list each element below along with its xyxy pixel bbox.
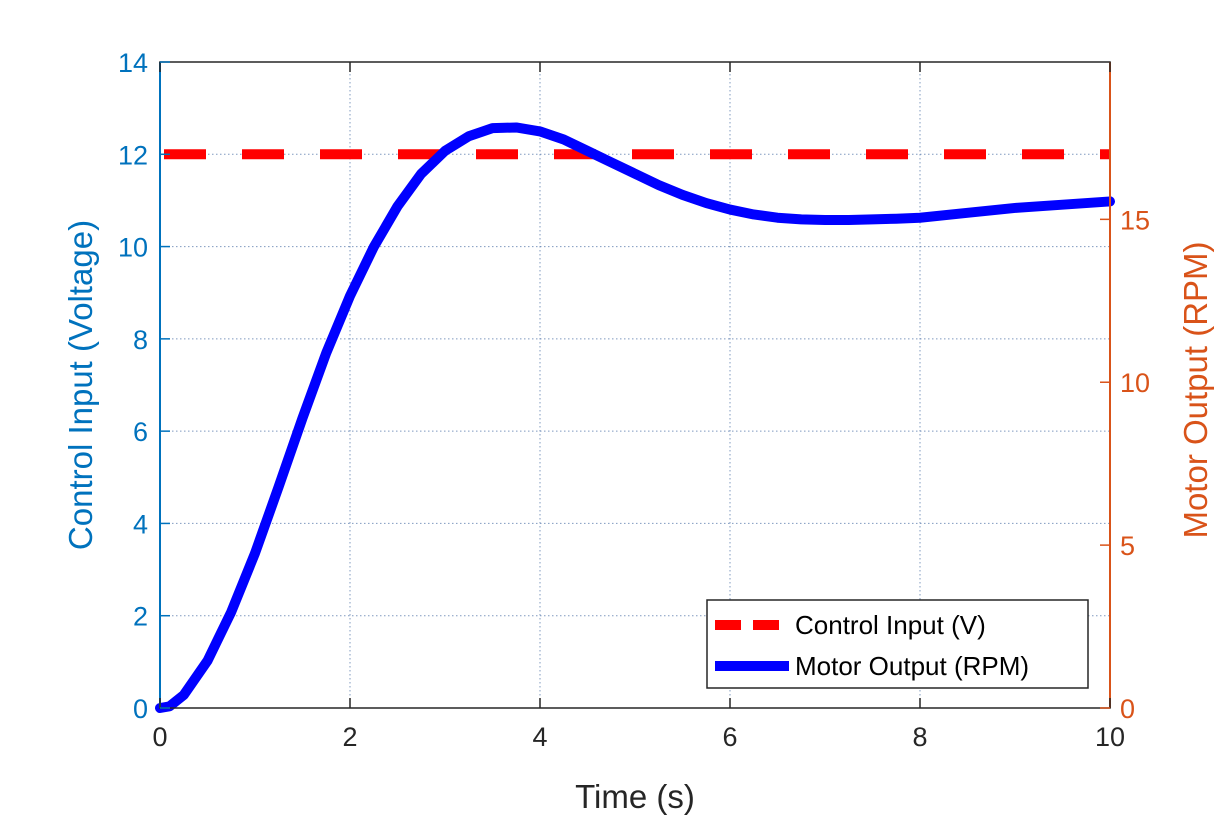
x-axis-title: Time (s) <box>575 778 695 815</box>
left-y-tick-label: 8 <box>133 325 148 355</box>
x-tick-label: 10 <box>1095 722 1125 752</box>
right-y-tick-label: 5 <box>1120 531 1135 561</box>
legend: Control Input (V) Motor Output (RPM) <box>706 599 1089 689</box>
legend-box <box>706 599 1089 689</box>
motor-output-line <box>155 122 1115 713</box>
series-layer <box>155 122 1115 713</box>
left-y-axis-ticks: 0 2 4 6 8 10 12 14 <box>118 48 170 724</box>
left-y-tick-label: 12 <box>118 140 148 170</box>
x-tick-label: 0 <box>152 722 167 752</box>
right-y-axis-ticks: 0 5 10 15 <box>1100 205 1150 724</box>
left-y-tick-label: 14 <box>118 48 148 78</box>
left-y-tick-label: 4 <box>133 509 148 539</box>
left-y-axis-title: Control Input (Voltage) <box>62 220 99 550</box>
left-y-tick-label: 0 <box>133 694 148 724</box>
left-y-tick-label: 2 <box>133 602 148 632</box>
left-y-tick-label: 10 <box>118 233 148 263</box>
x-tick-label: 8 <box>912 722 927 752</box>
x-tick-label: 6 <box>722 722 737 752</box>
right-y-tick-label: 10 <box>1120 368 1150 398</box>
right-y-tick-label: 15 <box>1120 205 1150 235</box>
x-tick-label: 2 <box>342 722 357 752</box>
x-axis-ticks: 0 2 4 6 8 10 <box>152 62 1125 752</box>
left-y-tick-label: 6 <box>133 417 148 447</box>
right-y-axis-title: Motor Output (RPM) <box>1177 241 1214 538</box>
x-tick-label: 4 <box>532 722 547 752</box>
legend-label: Control Input (V) <box>795 610 986 640</box>
legend-label: Motor Output (RPM) <box>795 651 1029 681</box>
right-y-tick-label: 0 <box>1120 694 1135 724</box>
